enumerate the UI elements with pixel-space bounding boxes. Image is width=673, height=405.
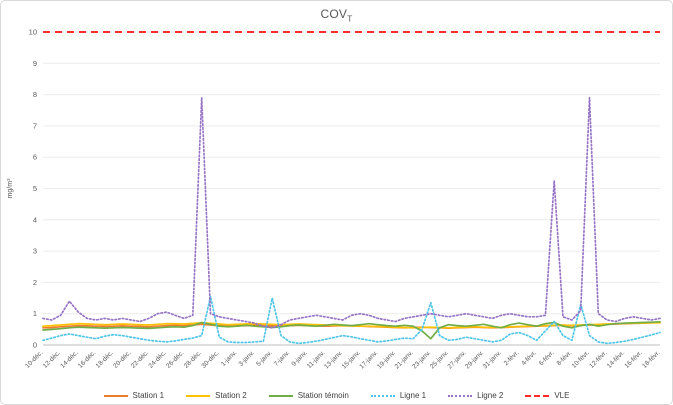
y-tick-label: 9: [33, 59, 37, 68]
series-ligne-2: [42, 96, 661, 329]
y-tick-label: 7: [33, 121, 37, 130]
x-tick-label: 15-janv.: [341, 349, 362, 370]
x-tick-label: 12-déc.: [42, 349, 62, 369]
y-tick-label: 2: [33, 278, 37, 287]
x-tick-label: 1-janv.: [220, 349, 239, 368]
x-tick-label: 26-déc.: [165, 349, 185, 369]
x-tick-label: 12-févr.: [588, 349, 608, 369]
legend-swatch-station-t-moin: [268, 394, 293, 397]
y-tick-label: 6: [33, 153, 37, 162]
x-tick-label: 19-janv.: [376, 349, 397, 370]
y-tick-label: 1: [33, 309, 37, 318]
legend-label-station-t-moin: Station témoin: [297, 391, 349, 400]
chart-title-subscript: T: [347, 13, 353, 24]
x-tick-label: 31-janv.: [482, 349, 503, 370]
legend-item-ligne-2: Ligne 2: [448, 391, 503, 400]
x-tick-label: 14-déc.: [59, 349, 79, 369]
x-tick-label: 30-déc.: [200, 349, 220, 369]
x-tick-label: 5-janv.: [255, 349, 274, 368]
legend-label-ligne-2: Ligne 2: [477, 391, 504, 400]
x-tick-label: 7-janv.: [273, 349, 292, 368]
x-tick-label: 18-févr.: [641, 349, 661, 369]
x-tick-label: 10-déc.: [24, 349, 44, 369]
x-tick-label: 16-déc.: [77, 349, 97, 369]
x-tick-label: 6-févr.: [538, 349, 556, 367]
legend-swatch-station-1: [103, 394, 128, 397]
x-tick-label: 18-déc.: [95, 349, 115, 369]
x-tick-label: 20-déc.: [112, 349, 132, 369]
chart-title-main: COV: [320, 7, 348, 21]
x-tick-label: 14-févr.: [606, 349, 626, 369]
y-tick-label: 5: [33, 184, 37, 193]
x-tick-label: 17-janv.: [358, 349, 379, 370]
y-tick-label: 8: [33, 90, 37, 99]
y-tick-label: 4: [33, 215, 37, 224]
legend: Station 1 Station 2 Station témoin Ligne 1 L…: [1, 391, 672, 400]
y-tick-label: 0: [33, 341, 37, 350]
x-tick-label: 2-févr.: [503, 349, 521, 367]
series-ligne-1: [42, 295, 661, 345]
x-tick-label: 28-déc.: [183, 349, 203, 369]
legend-swatch-ligne-2: [448, 394, 473, 397]
x-tick-label: 10-févr.: [571, 349, 591, 369]
legend-item-station-2: Station 2: [186, 391, 247, 400]
x-tick-label: 25-janv.: [429, 349, 450, 370]
legend-item-vle: VLE: [525, 391, 569, 400]
x-tick-label: 22-déc.: [130, 349, 150, 369]
legend-label-station-2: Station 2: [215, 391, 247, 400]
chart-title: COVT: [1, 7, 672, 23]
legend-swatch-ligne-1: [370, 394, 395, 397]
x-tick-label: 4-févr.: [520, 349, 538, 367]
legend-label-station-1: Station 1: [132, 391, 165, 400]
x-tick-label: 3-janv.: [238, 349, 257, 368]
x-tick-label: 23-janv.: [411, 349, 432, 370]
x-tick-label: 13-janv.: [323, 349, 344, 370]
legend-item-station-t-moin: Station témoin: [268, 391, 349, 400]
legend-swatch-vle: [525, 394, 550, 397]
x-tick-label: 16-févr.: [624, 349, 644, 369]
legend-label-vle: VLE: [554, 391, 570, 400]
series-station-t-moin: [42, 320, 661, 340]
x-tick-label: 21-janv.: [394, 349, 415, 370]
legend-item-station-1: Station 1: [103, 391, 165, 400]
legend-item-ligne-1: Ligne 1: [370, 391, 427, 400]
y-axis-title: mg/m³: [7, 178, 14, 199]
y-tick-label: 3: [33, 247, 37, 256]
y-tick-label: 10: [29, 28, 37, 37]
x-tick-label: 29-janv.: [464, 349, 485, 370]
legend-swatch-station-2: [186, 394, 211, 397]
x-tick-label: 24-déc.: [148, 349, 168, 369]
x-tick-label: 27-janv.: [447, 349, 468, 370]
legend-label-ligne-1: Ligne 1: [399, 391, 427, 400]
